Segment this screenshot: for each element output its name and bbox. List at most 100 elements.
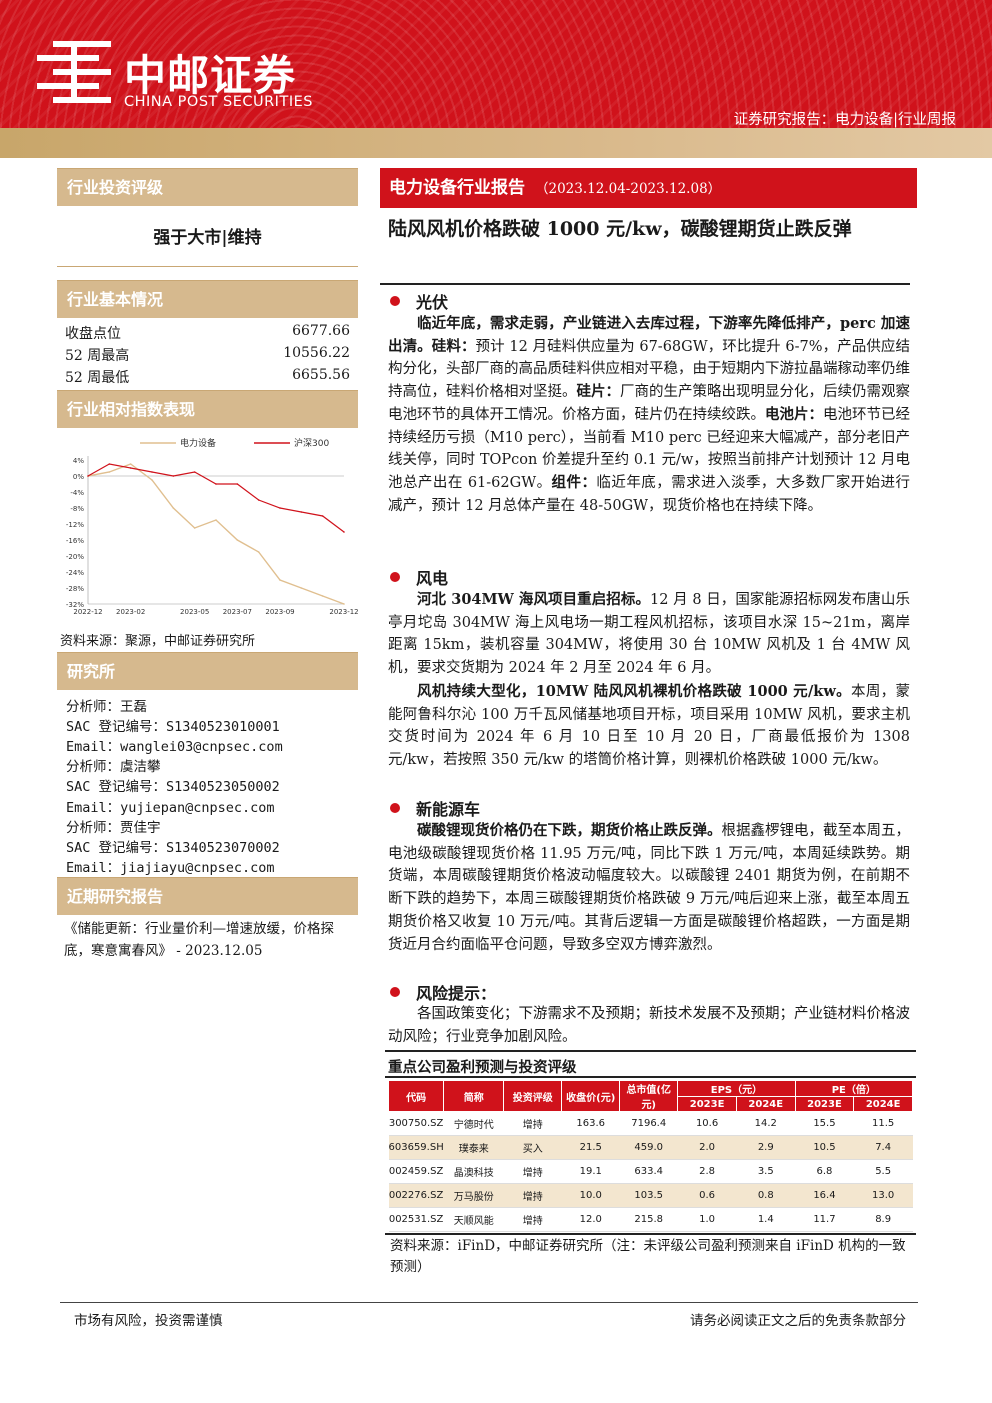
analyst-line: 分析师：王磊 [66, 699, 147, 715]
table-row: 002459.SZ 晶澳科技 增持 19.1 633.4 2.8 3.5 6.8 5.5 [388, 1159, 913, 1184]
x-tick-label: 2023-02 [116, 608, 145, 616]
cell-rating: 增持 [503, 1111, 562, 1136]
data-point [343, 531, 345, 533]
pv-sub-module: 组件： [551, 473, 597, 491]
y-tick-label: -8% [70, 505, 84, 513]
pv-text-wafer: 厂商的生产策略出现明显分化，后续仍需观察电池环节的具体开工情况。价格方面，硅片仍… [388, 384, 910, 423]
basic-row-high: 52 周最高 10556.22 [65, 345, 350, 365]
cell-eps-2023e: 2.8 [677, 1159, 737, 1184]
bullet-dot-icon [390, 572, 400, 582]
cell-rating: 增持 [503, 1159, 562, 1184]
data-point [193, 471, 196, 473]
logo-english-name: CHINA POST SECURITIES [124, 94, 313, 110]
data-point [172, 475, 175, 477]
cell-eps-2023e: 0.6 [677, 1183, 737, 1208]
th-mcap: 总市值(亿元) [619, 1080, 679, 1112]
section-pv-label: 光伏 [416, 293, 449, 312]
data-point [172, 507, 175, 509]
cell-mcap: 633.4 [619, 1159, 678, 1184]
x-tick-label: 2023-05 [180, 608, 209, 616]
cell-price: 12.0 [561, 1207, 620, 1232]
th-eps-2024e: 2024E [735, 1096, 796, 1112]
main-header: 电力设备行业报告 （2023.12.04-2023.12.08） [380, 168, 917, 208]
data-point [151, 471, 153, 473]
main-header-dates: （2023.12.04-2023.12.08） [535, 181, 722, 197]
data-point [236, 483, 239, 485]
table-bottom-rule [385, 1233, 916, 1235]
data-point [129, 467, 132, 469]
pv-text-cell: 电池环节已经持续经历亏损（M10 perc），当前看 M10 perc 已经迎来… [388, 406, 910, 491]
table-row: 002276.SZ 万马股份 增持 10.0 103.5 0.6 0.8 16.4 13.0 [388, 1183, 913, 1208]
divider [57, 266, 358, 267]
data-point [321, 595, 324, 597]
cell-pe-2023e: 6.8 [795, 1159, 854, 1184]
cell-name: 晶澳科技 [443, 1159, 504, 1184]
cell-rating: 增持 [503, 1183, 562, 1208]
cell-eps-2024e: 1.4 [736, 1207, 796, 1232]
analyst-line: 分析师：虞洁攀 [66, 759, 161, 775]
x-tick-label: 2023-07 [223, 608, 252, 616]
x-tick-label: 2023-09 [265, 608, 294, 616]
pv-sub-cell: 电池片： [765, 405, 823, 423]
y-tick-label: -28% [66, 585, 84, 593]
data-point [300, 587, 303, 589]
cell-pe-2023e: 16.4 [795, 1183, 854, 1208]
y-tick-label: -4% [70, 489, 84, 497]
cell-pe-2024e: 7.4 [853, 1135, 913, 1160]
table-source: 资料来源：iFinD，中邮证券研究所（注：未评级公司盈利预测来自 iFinD 机… [390, 1238, 906, 1275]
data-point [108, 471, 111, 473]
recent-reports-header: 近期研究报告 [57, 877, 358, 915]
section-risk-label: 风险提示： [416, 984, 497, 1003]
bullet-dot-icon [390, 296, 400, 306]
cell-mcap: 215.8 [619, 1207, 678, 1232]
cell-eps-2023e: 10.6 [677, 1111, 737, 1136]
company-forecast-table: 代码 简称 投资评级 收盘价(元) 总市值(亿元) EPS（元） PE（倍） 2… [387, 1080, 914, 1232]
pv-text-module: 临近年底，需求进入淡季，大多数厂家开始进行减产，预计 12 月总体产量在 48-… [388, 474, 911, 514]
cell-pe-2024e: 11.5 [853, 1111, 913, 1136]
y-tick-label: 4% [73, 457, 84, 465]
data-point [108, 463, 111, 465]
risk-paragraph: 各国政策变化；下游需求不及预期；新技术发展不及预期；产业链材料价格波动风险；行业… [388, 1006, 910, 1045]
data-point [300, 511, 303, 513]
data-point [215, 483, 217, 485]
cell-pe-2024e: 13.0 [853, 1183, 913, 1208]
title-rule [380, 283, 910, 285]
analyst-email[interactable]: Email：wanglei03@cnpsec.com [66, 739, 283, 755]
cell-pe-2024e: 8.9 [853, 1207, 913, 1232]
wind-lead-2: 风机持续大型化，10MW 陆风风机裸机价格跌破 1000 元/kw。 [417, 683, 851, 700]
rating-section-header: 行业投资评级 [57, 168, 358, 206]
section-wind: 风电 [390, 565, 448, 589]
data-point [236, 539, 239, 541]
cell-name: 天顺风能 [443, 1207, 504, 1232]
cell-eps-2023e: 1.0 [677, 1207, 737, 1232]
section-risk: 风险提示： [390, 980, 496, 1004]
cell-name: 万马股份 [443, 1183, 504, 1208]
basic-row-low: 52 周最低 6655.56 [65, 367, 350, 387]
data-point [129, 463, 132, 465]
y-tick-label: -16% [66, 537, 84, 545]
th-pe-2023e: 2023E [794, 1096, 855, 1112]
cell-code: 002531.SZ [388, 1207, 444, 1232]
cell-code: 002459.SZ [388, 1159, 444, 1184]
pv-sub-wafer: 硅片： [576, 383, 621, 401]
cell-name: 宁德时代 [443, 1111, 504, 1136]
data-point [343, 603, 345, 605]
recent-report-link[interactable]: 《储能更新：行业量价利—增速放缓，价格探底，寒意寓春风》 - 2023.12.0… [64, 921, 334, 959]
wind-lead-1: 河北 304MW 海风项目重启招标。 [417, 591, 650, 608]
y-tick-label: -20% [66, 553, 84, 561]
data-point [279, 507, 281, 509]
wind-paragraph-2: 风机持续大型化，10MW 陆风风机裸机价格跌破 1000 元/kw。本周，蒙能阿… [388, 681, 910, 772]
cell-pe-2023e: 10.5 [795, 1135, 854, 1160]
table-title: 重点公司盈利预测与投资评级 [388, 1059, 577, 1076]
x-tick-label: 2023-12 [329, 608, 358, 616]
banner-pattern [0, 0, 992, 128]
bullet-dot-icon [390, 987, 400, 997]
analyst-email[interactable]: Email：yujiepan@cnpsec.com [66, 800, 275, 816]
cell-eps-2024e: 14.2 [736, 1111, 796, 1136]
table-top-rule [385, 1050, 916, 1052]
series-line-csi300 [87, 463, 345, 533]
th-eps: EPS（元） [677, 1080, 796, 1097]
y-tick-label: -32% [66, 601, 84, 609]
analyst-email[interactable]: Email：jiajiayu@cnpsec.com [66, 860, 275, 876]
pv-lead: 临近年底，需求走弱，产业链进入去库过程，下游率先降低排产，perc 加速出清。 [388, 315, 910, 355]
